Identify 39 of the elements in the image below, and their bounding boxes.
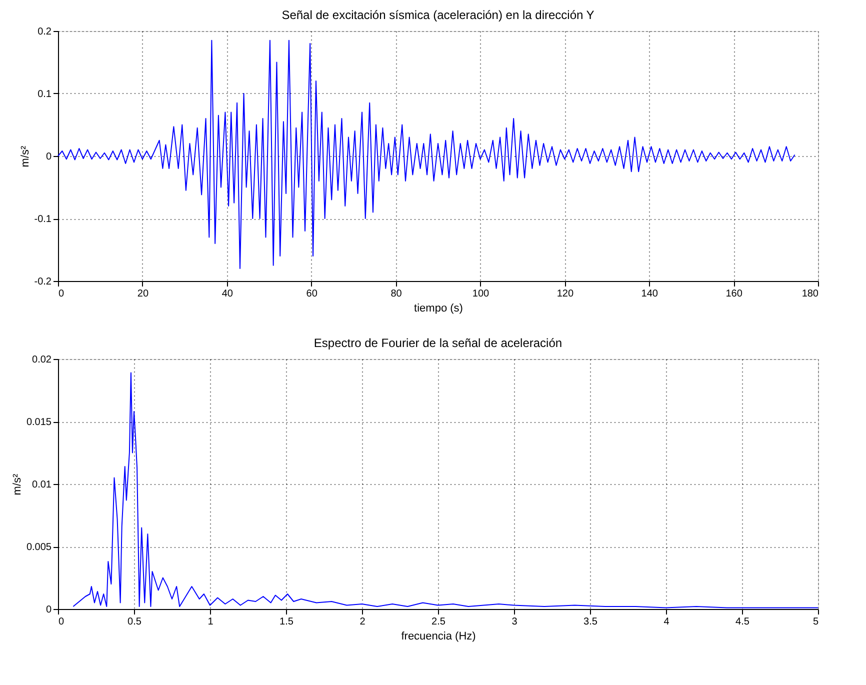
x-tick-label: 20: [137, 288, 149, 300]
x-tick-label: 100: [472, 288, 490, 300]
line-series: [72, 372, 818, 608]
x-axis-title: frecuencia (Hz): [401, 630, 476, 642]
y-tick-label: 0: [46, 604, 52, 616]
y-tick-label: 0.01: [32, 480, 52, 490]
y-tick-label: 0: [46, 152, 52, 162]
line-series: [58, 40, 796, 269]
x-tick-label: 1: [208, 616, 214, 628]
x-tick-label: 140: [641, 288, 658, 300]
y-tick-label: -0.2: [34, 276, 52, 288]
x-tick-label: 0.5: [128, 616, 142, 628]
x-tick-label: 5: [812, 616, 819, 628]
x-tick-label: 80: [390, 288, 402, 300]
chart-title: Señal de excitación sísmica (aceleración) en la dirección Y: [282, 8, 594, 22]
y-axis-title: m/s²: [11, 473, 24, 496]
chart-title: Espectro de Fourier de la señal de aceleración: [314, 336, 562, 350]
x-tick-label: 40: [222, 288, 234, 300]
x-tick-label: 120: [556, 288, 574, 300]
y-tick-label: 0.015: [26, 417, 52, 428]
y-axis-title: m/s²: [19, 145, 32, 168]
y-tick-label: 0.02: [32, 354, 52, 366]
x-tick-label: 3.5: [584, 616, 598, 628]
y-tick-label: -0.1: [34, 214, 52, 225]
x-tick-label: 2.5: [432, 616, 446, 628]
y-tick-label: 0.005: [26, 542, 52, 553]
x-tick-label: 1.5: [280, 616, 294, 628]
x-tick-label: 0: [58, 288, 64, 300]
x-tick-label: 4: [664, 616, 670, 628]
x-tick-label: 60: [306, 288, 318, 300]
x-tick-label: 180: [802, 288, 819, 300]
y-tick-label: 0.2: [38, 26, 52, 38]
x-tick-label: 0: [58, 616, 64, 628]
x-tick-label: 160: [726, 288, 743, 300]
x-tick-label: 4.5: [736, 616, 750, 628]
x-axis-title: tiempo (s): [414, 302, 463, 314]
y-tick-label: 0.1: [38, 89, 52, 100]
x-tick-label: 3: [512, 616, 518, 628]
x-tick-label: 2: [360, 616, 366, 628]
